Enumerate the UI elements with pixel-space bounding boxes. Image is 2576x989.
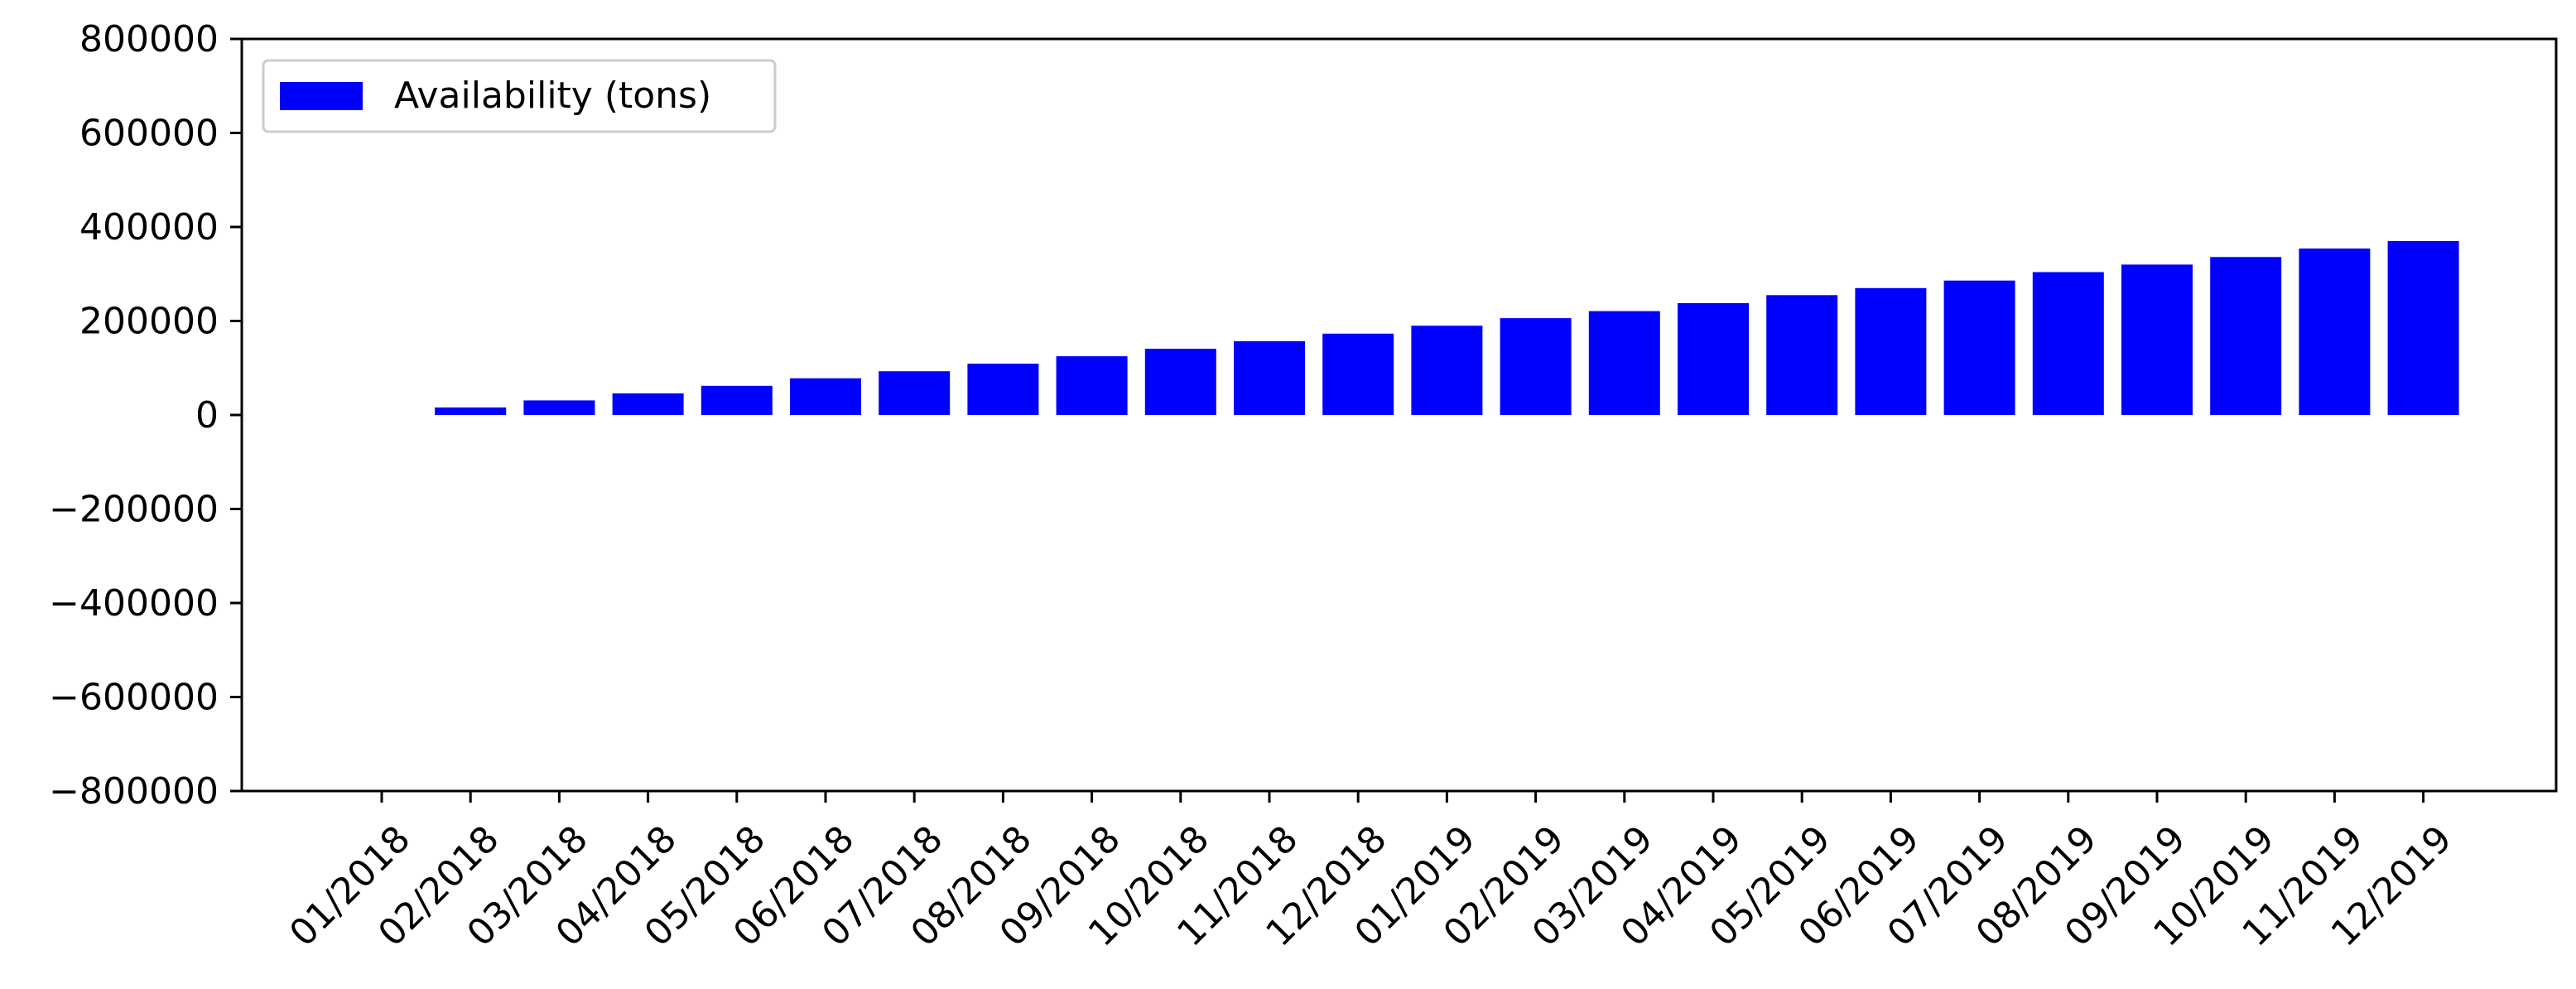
bar-08/2019 [2032, 272, 2104, 415]
legend: Availability (tons) [262, 59, 777, 133]
y-tick-label: 400000 [79, 206, 219, 248]
bar-02/2018 [435, 407, 507, 415]
bar-06/2018 [790, 378, 861, 415]
bar-03/2018 [523, 400, 595, 415]
bar-11/2018 [1234, 340, 1305, 415]
bar-10/2018 [1144, 349, 1216, 415]
bar-07/2019 [1943, 280, 2015, 415]
y-axis: 800000 600000 400000 200000 0 −200000 −400000 −… [49, 18, 242, 813]
bar-09/2018 [1056, 356, 1128, 415]
bar-05/2019 [1766, 295, 1838, 415]
bar-09/2019 [2121, 264, 2193, 415]
bar-08/2018 [967, 364, 1039, 415]
y-tick-label: 800000 [79, 18, 219, 60]
bar-03/2019 [1588, 311, 1660, 415]
bar-07/2018 [879, 371, 951, 415]
bar-10/2019 [2210, 257, 2282, 415]
legend-swatch [280, 82, 363, 110]
x-axis: 01/201802/201803/201804/201805/201806/20… [282, 791, 2460, 955]
y-tick-label: −800000 [49, 770, 219, 813]
legend-label: Availability (tons) [394, 75, 711, 117]
bar-05/2018 [701, 385, 773, 415]
bar-06/2019 [1855, 287, 1927, 415]
bars-group [435, 241, 2459, 415]
y-tick-label: 200000 [79, 301, 219, 343]
bar-04/2019 [1678, 302, 1749, 415]
y-tick-label: −600000 [49, 677, 219, 719]
bar-01/2019 [1411, 326, 1483, 415]
bar-12/2019 [2387, 241, 2459, 415]
bar-12/2018 [1322, 333, 1394, 415]
y-tick-label: 0 [195, 394, 219, 437]
bar-04/2018 [612, 393, 684, 415]
bar-11/2019 [2299, 248, 2371, 415]
y-tick-label: −200000 [49, 489, 219, 531]
y-tick-label: 600000 [79, 113, 219, 155]
bar-02/2019 [1500, 318, 1572, 415]
legend-box [262, 59, 777, 133]
y-tick-label: −400000 [49, 582, 219, 625]
